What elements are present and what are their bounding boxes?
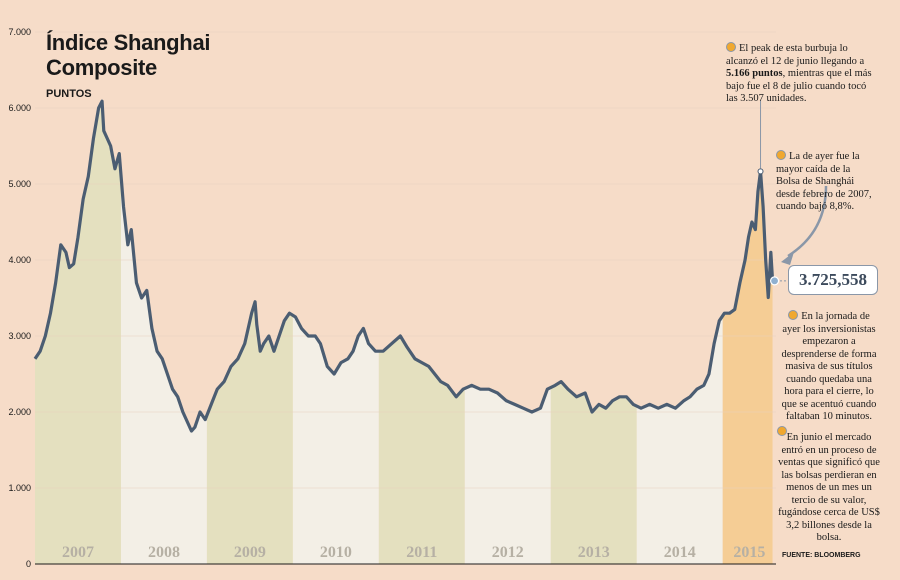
year-band-2014 — [636, 101, 723, 564]
chart-title-line2: Composite — [46, 55, 157, 80]
year-band-2013 — [550, 101, 637, 564]
x-year-label: 2009 — [234, 544, 266, 561]
drop-note: La de ayer fue la mayor caída de la Bols… — [776, 150, 876, 214]
sell-note: En la jornada de ayer los inversionistas… — [776, 310, 880, 439]
y-tick-label: 0 — [26, 559, 31, 569]
year-band-2008 — [120, 101, 207, 564]
current-value-box: 3.725,558 — [788, 265, 878, 295]
x-axis-year-labels: 2007 2008 2009 2010 2011 2012 2013 2014 2015 — [62, 544, 765, 561]
x-year-label: 2007 — [62, 544, 94, 561]
year-band-2011 — [378, 101, 465, 564]
x-year-label: 2011 — [406, 544, 437, 561]
peak-note-pre: El peak de esta burbuja lo alcanzó el 12… — [726, 43, 865, 67]
peak-note-post: , mientras que el más bajo fue el 8 de j… — [726, 68, 872, 104]
x-year-label: 2013 — [578, 544, 610, 561]
y-tick-label: 1.000 — [8, 483, 31, 493]
peak-marker — [757, 168, 764, 175]
drop-arrow-head — [781, 252, 794, 265]
y-axis-unit-label: PUNTOS — [46, 88, 92, 100]
bullet-icon — [788, 310, 799, 320]
y-tick-label: 4.000 — [8, 255, 31, 265]
bullet-icon — [776, 425, 787, 436]
peak-note-bold: 5.166 puntos — [726, 68, 783, 79]
markers — [757, 168, 780, 286]
peak-note: El peak de esta burbuja lo alcanzó el 12… — [726, 42, 876, 106]
drop-arrow — [787, 185, 828, 258]
series-line — [33, 99, 775, 433]
y-tick-label: 5.000 — [8, 179, 31, 189]
x-year-label: 2012 — [492, 544, 524, 561]
chart-title: Índice Shanghai Composite — [46, 30, 211, 80]
y-axis-ticks: 0 1.000 2.000 3.000 4.000 5.000 6.000 7.000 — [8, 27, 31, 569]
year-band-2007 — [35, 101, 121, 564]
gridlines — [35, 31, 776, 489]
year-band-2009 — [206, 101, 293, 564]
last-value-marker — [769, 276, 780, 286]
y-tick-label: 3.000 — [8, 331, 31, 341]
year-bands — [35, 101, 773, 564]
series-line-path — [33, 99, 775, 433]
year-band-2012 — [464, 101, 551, 564]
bullet-icon — [776, 150, 786, 160]
june-note-text: En junio el mercado entró en un proceso … — [778, 432, 880, 543]
chart-title-line1: Índice Shanghai — [46, 30, 211, 55]
y-tick-label: 6.000 — [8, 103, 31, 113]
source-label: FUENTE: BLOOMBERG — [782, 552, 861, 559]
year-band-2010 — [292, 101, 379, 564]
bullet-icon — [726, 42, 736, 52]
x-year-label: 2008 — [148, 544, 180, 561]
y-tick-label: 2.000 — [8, 407, 31, 417]
drop-note-text: La de ayer fue la mayor caída de la Bols… — [776, 151, 872, 212]
june-note: En junio el mercado entró en un proceso … — [778, 432, 880, 545]
x-year-label: 2010 — [320, 544, 352, 561]
x-year-label: 2014 — [664, 544, 696, 561]
y-tick-label: 7.000 — [8, 27, 31, 37]
sell-note-text: En la jornada de ayer los inversionistas… — [781, 311, 877, 422]
x-year-label: 2015 — [733, 544, 765, 561]
